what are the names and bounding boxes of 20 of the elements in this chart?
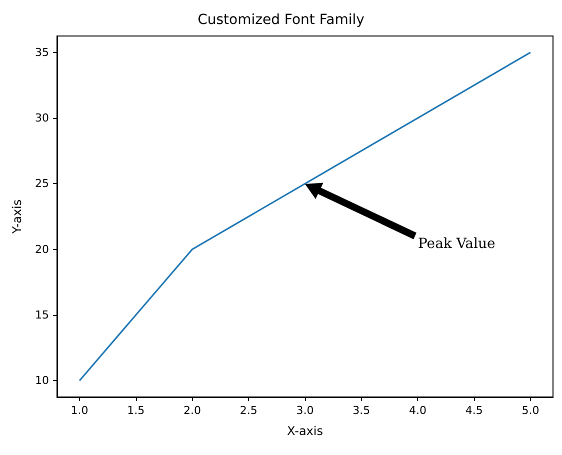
y-tick-label: 20 <box>35 242 49 256</box>
y-axis-title: Y-axis <box>10 199 24 235</box>
x-tick-label: 2.5 <box>240 404 258 417</box>
y-tick-label: 30 <box>35 112 49 125</box>
chart-title: Customized Font Family <box>198 12 364 28</box>
x-tick-label: 2.0 <box>184 404 202 417</box>
y-tick-label: 25 <box>35 177 49 190</box>
x-tick-label: 3.5 <box>352 404 370 417</box>
y-tick-label: 15 <box>35 308 49 322</box>
x-tick-label: 5.0 <box>522 404 540 417</box>
x-tick-label: 4.0 <box>408 404 426 417</box>
y-tick-label: 10 <box>35 374 49 388</box>
y-tick-label: 35 <box>35 46 49 59</box>
x-tick-label: 3.0 <box>296 404 314 417</box>
line-series <box>78 52 532 382</box>
x-axis-title: X-axis <box>287 424 323 438</box>
x-tick-label: 1.5 <box>127 404 145 417</box>
annotation: Peak Value <box>418 236 496 252</box>
x-tick-label: 1.0 <box>70 404 88 417</box>
x-tick-label: 4.5 <box>465 404 483 417</box>
